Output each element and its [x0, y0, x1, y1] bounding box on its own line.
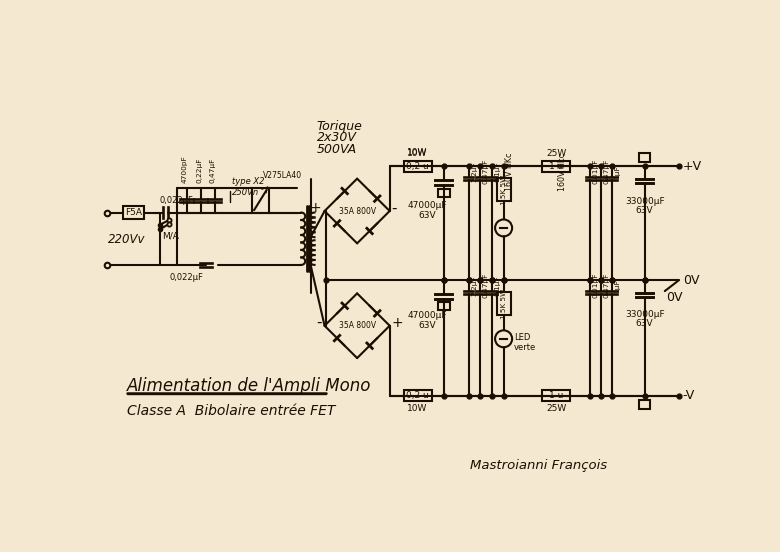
Text: Mastroianni François: Mastroianni François [470, 459, 607, 471]
Bar [640, 153, 650, 162]
Bar [542, 390, 570, 401]
Text: 10W: 10W [407, 404, 427, 413]
Text: 2x30V: 2x30V [317, 131, 356, 145]
Bar [438, 189, 450, 197]
Text: 63V: 63V [636, 206, 654, 215]
Text: 0,47µF: 0,47µF [483, 159, 489, 184]
Text: 10W: 10W [407, 148, 427, 157]
Text: 33000µF: 33000µF [625, 197, 665, 206]
Text: 10W: 10W [407, 149, 427, 158]
Bar [640, 400, 650, 409]
Text: +: + [392, 316, 402, 330]
Text: LED
verte: LED verte [514, 333, 536, 352]
Bar [497, 292, 511, 315]
Text: 0,1µF: 0,1µF [495, 275, 500, 296]
Text: type X2
250Vn: type X2 250Vn [232, 177, 264, 197]
Text: 0,01µF: 0,01µF [593, 159, 599, 184]
Text: M/A: M/A [161, 231, 179, 240]
Text: 35A 800V: 35A 800V [339, 206, 376, 215]
Text: 0V: 0V [682, 274, 699, 287]
Text: V275LA40: V275LA40 [263, 171, 302, 180]
Text: Classe A  Bibolaire entrée FET: Classe A Bibolaire entrée FET [127, 404, 335, 418]
Bar [438, 302, 450, 310]
Bar [252, 188, 269, 213]
Text: 63V: 63V [418, 211, 436, 220]
Text: 1 u: 1 u [549, 391, 563, 400]
Text: 0,1µF: 0,1µF [495, 161, 500, 182]
Text: 1µF: 1µF [615, 165, 620, 179]
Text: 2,2µF: 2,2µF [471, 275, 477, 296]
Text: 63V: 63V [636, 319, 654, 328]
Text: 0,47µF: 0,47µF [604, 159, 610, 184]
Text: 2,2µF: 2,2µF [471, 161, 477, 182]
Text: 0,22µF: 0,22µF [196, 158, 202, 183]
Text: 35A 800V: 35A 800V [339, 321, 376, 330]
Text: F5A: F5A [125, 208, 142, 217]
Text: 0,47µF: 0,47µF [483, 273, 489, 299]
Text: 1µF: 1µF [615, 279, 620, 293]
Text: 4700pF: 4700pF [182, 156, 188, 183]
Bar [123, 206, 144, 219]
Text: 33000µF: 33000µF [625, 310, 665, 319]
Text: +: + [310, 201, 321, 215]
Text: 25W: 25W [546, 149, 566, 158]
Text: +V: +V [682, 160, 702, 173]
Bar [403, 390, 431, 401]
Text: 0,01µF: 0,01µF [593, 273, 599, 299]
Text: Alimentation de l'Ampli Mono: Alimentation de l'Ampli Mono [127, 377, 371, 395]
Text: 0,2 u: 0,2 u [406, 162, 429, 171]
Bar [497, 178, 511, 201]
Text: 25W: 25W [546, 404, 566, 413]
Text: -: - [316, 315, 321, 330]
Text: 220Vv: 220Vv [108, 233, 145, 246]
Text: 0,2 u: 0,2 u [406, 391, 429, 400]
Text: 0,022µF: 0,022µF [159, 196, 193, 205]
Text: 0V: 0V [666, 291, 682, 304]
Text: 1,5K 5W: 1,5K 5W [501, 288, 506, 319]
Text: 47000µF: 47000µF [407, 201, 447, 210]
Text: 0,47µF: 0,47µF [604, 273, 610, 299]
Text: 47000µF: 47000µF [407, 311, 447, 320]
Text: -: - [392, 200, 397, 215]
Text: 1 u: 1 u [549, 162, 563, 171]
Text: 160V HKc: 160V HKc [505, 152, 514, 191]
Text: 1,5K 5W: 1,5K 5W [501, 174, 506, 205]
Text: 0,47µF: 0,47µF [210, 158, 216, 183]
Bar [542, 161, 570, 172]
Text: Torique: Torique [317, 120, 363, 133]
Text: 0,022µF: 0,022µF [170, 273, 204, 282]
Text: 160V Hkc: 160V Hkc [558, 153, 567, 191]
Bar [403, 161, 431, 172]
Text: 63V: 63V [418, 321, 436, 330]
Text: 500VA: 500VA [317, 143, 357, 156]
Text: -V: -V [682, 389, 695, 402]
